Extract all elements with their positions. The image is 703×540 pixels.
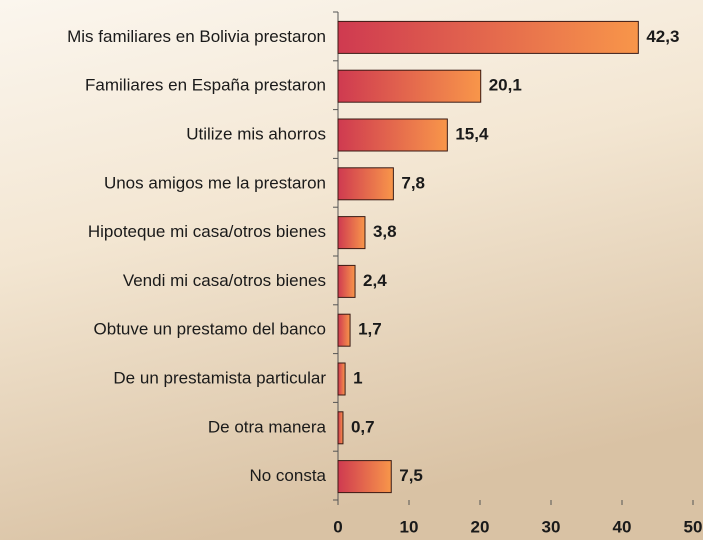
value-label: 20,1	[489, 76, 522, 95]
bar	[337, 69, 482, 103]
y-tick-label: Unos amigos me la prestaron	[104, 173, 326, 192]
value-label: 3,8	[373, 222, 397, 241]
y-tick-label: Vendi mi casa/otros bienes	[123, 271, 326, 290]
x-tick-label: 50	[684, 517, 703, 536]
x-tick-label: 30	[542, 517, 561, 536]
y-tick-label: Utilize mis ahorros	[186, 124, 326, 143]
y-tick-label: Obtuve un prestamo del banco	[94, 320, 326, 339]
x-tick-label: 0	[333, 517, 342, 536]
y-tick-label: No consta	[249, 466, 326, 485]
bar	[337, 362, 346, 396]
y-tick-label: De otra manera	[208, 417, 327, 436]
value-label: 15,4	[455, 124, 489, 143]
bar	[337, 460, 392, 494]
value-label: 1	[353, 368, 362, 387]
value-label: 1,7	[358, 320, 382, 339]
value-label: 0,7	[351, 417, 375, 436]
y-tick-label: Familiares en España prestaron	[85, 76, 326, 95]
bar	[337, 313, 351, 347]
y-tick-label: Mis familiares en Bolivia prestaron	[67, 27, 326, 46]
value-label: 42,3	[646, 27, 679, 46]
bar	[337, 20, 639, 54]
bar	[337, 411, 344, 445]
value-label: 7,8	[401, 173, 425, 192]
bar	[337, 264, 356, 298]
y-tick-label: Hipoteque mi casa/otros bienes	[88, 222, 326, 241]
x-tick-label: 20	[471, 517, 490, 536]
value-label: 2,4	[363, 271, 387, 290]
x-tick-label: 40	[613, 517, 632, 536]
value-label: 7,5	[399, 466, 423, 485]
bar	[337, 118, 448, 152]
bar	[337, 216, 366, 250]
y-tick-label: De un prestamista particular	[113, 368, 326, 387]
x-tick-label: 10	[400, 517, 419, 536]
bar	[337, 167, 394, 201]
